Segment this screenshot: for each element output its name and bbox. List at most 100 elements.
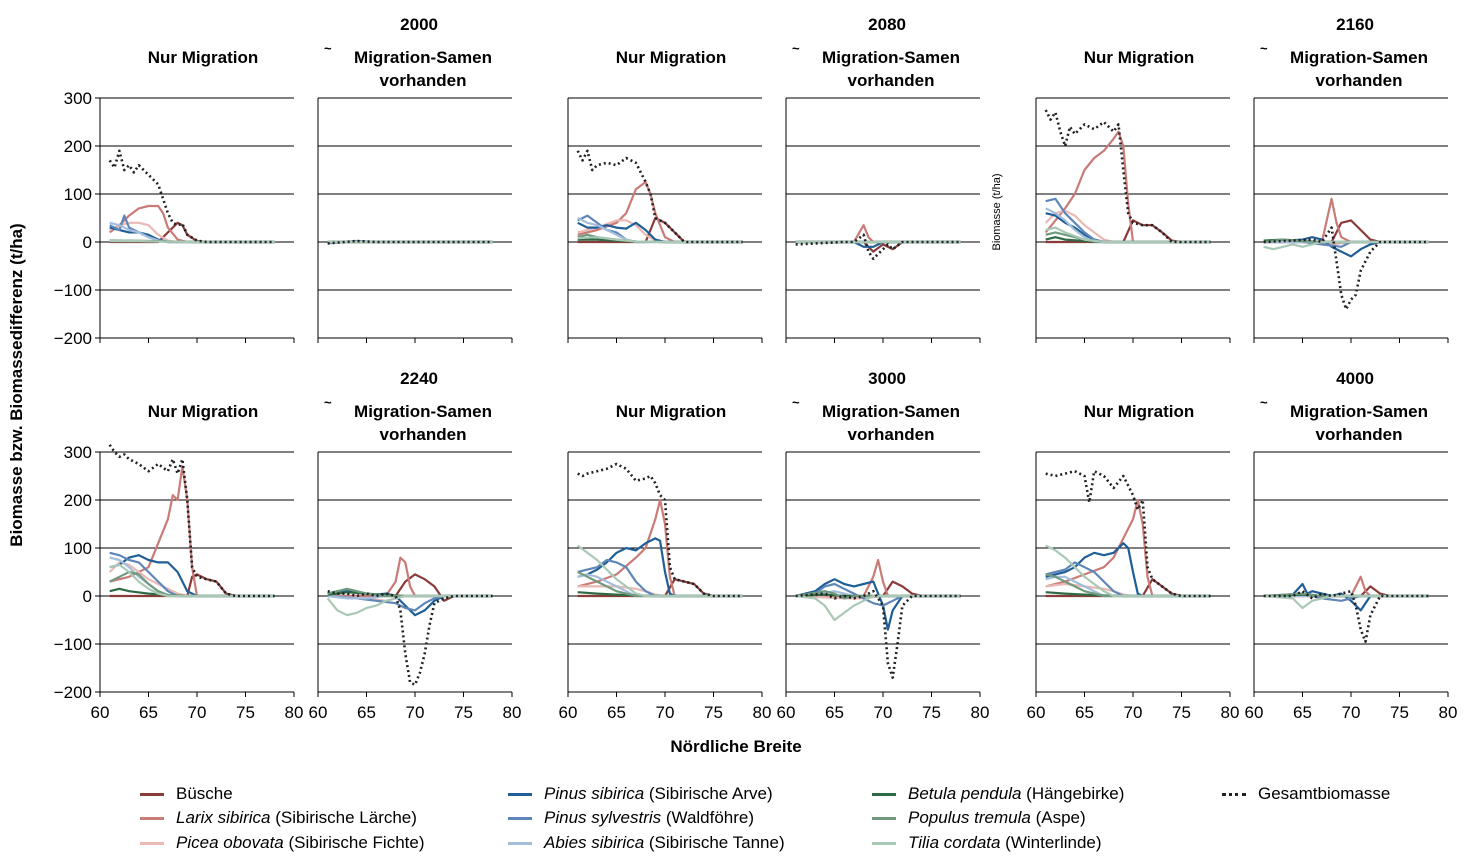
x-tick-label: 75: [1390, 703, 1409, 722]
year-group-2240: 2240 Nur Migration 60 65 70 75 80 300 200 100 0 −10…: [54, 369, 522, 722]
x-tick-label: 70: [656, 703, 675, 722]
x-tick-label: 65: [607, 703, 626, 722]
panel-title: Migration-Samen: [354, 48, 492, 67]
year-label: 2160: [1336, 15, 1374, 34]
y-tick-label: 200: [64, 491, 92, 510]
year-label: 2080: [868, 15, 906, 34]
series-line-tilia-cordata: [1045, 226, 1211, 244]
tilde-mark: ~: [1260, 41, 1268, 56]
panel-title: Migration-Samen: [822, 402, 960, 421]
x-tick-label: 80: [1439, 703, 1458, 722]
x-tick-label: 80: [503, 703, 522, 722]
series-line-larix-sibirica: [577, 498, 743, 598]
x-tick-label: 70: [406, 703, 425, 722]
series-line-pinus-sibirica: [795, 578, 961, 631]
series-line-pinus-sylvestris: [327, 594, 493, 612]
x-tick-label: 60: [777, 703, 796, 722]
x-tick-label: 65: [825, 703, 844, 722]
panel-migration-samen-vorhanden: ~ Migration-Samen vorhanden 60 65 70 75 80: [309, 395, 522, 722]
x-tick-label: 80: [971, 703, 990, 722]
y-tick-label: 300: [64, 89, 92, 108]
y-tick-label: −100: [54, 281, 92, 300]
panel-title: Migration-Samen: [1290, 402, 1428, 421]
panel-migration-samen-vorhanden: ~ Migration-Samen vorhanden: [317, 41, 513, 343]
series-line-pinus-sibirica: [1263, 236, 1429, 258]
panel-migration-samen-vorhanden: ~ Migration-Samen vorhanden: [785, 41, 981, 343]
x-tick-label: 70: [1342, 703, 1361, 722]
panel-title: Nur Migration: [1084, 402, 1195, 421]
year-group-2160: 2160 Nur Migration ~ Migration-Samen vorhand…: [1035, 15, 1449, 343]
x-tick-label: 75: [454, 703, 473, 722]
series-line-b-sche: [327, 573, 493, 602]
series-line-tilia-cordata: [577, 544, 743, 598]
year-label: 2240: [400, 369, 438, 388]
x-axis-label: Nördliche Breite: [670, 737, 801, 756]
year-group-2080: 2080 Nur Migration ~ Migration-Samen vorhand…: [567, 15, 981, 343]
series-line-larix-sibirica: [1263, 197, 1429, 244]
series-line-b-sche: [1045, 219, 1211, 244]
year-label: 3000: [868, 369, 906, 388]
panel-nur-migration: Nur Migration 60 65 70 75 80 300 200 100 0 −100 −20…: [54, 402, 304, 722]
panel-title: Nur Migration: [1084, 48, 1195, 67]
x-tick-label: 65: [139, 703, 158, 722]
series-line-larix-sibirica: [795, 224, 961, 244]
panel-title-line2: vorhanden: [380, 425, 467, 444]
stray-biomass-label: Biomasse (t/ha): [991, 173, 1003, 250]
y-tick-label: −200: [54, 683, 92, 702]
x-tick-label: 60: [1245, 703, 1264, 722]
panel-title: Nur Migration: [148, 402, 259, 421]
x-tick-label: 60: [309, 703, 328, 722]
series-line-pinus-sibirica: [109, 554, 275, 598]
y-tick-label: 100: [64, 185, 92, 204]
x-tick-label: 60: [1027, 703, 1046, 722]
series-line-pinus-sylvestris: [577, 558, 743, 598]
year-label: 4000: [1336, 369, 1374, 388]
series-line-larix-sibirica: [1263, 575, 1429, 598]
year-group-3000: 3000 Nur Migration 60 65 70 75 80 ~ Migration-Sa…: [559, 369, 990, 722]
x-tick-label: 65: [1293, 703, 1312, 722]
y-tick-label: 0: [83, 587, 92, 606]
panel-title-line2: vorhanden: [380, 71, 467, 90]
series-line-tilia-cordata: [109, 563, 275, 598]
y-tick-label: 300: [64, 443, 92, 462]
series-line-pinus-sibirica: [577, 221, 743, 244]
series-line-populus-tremula: [327, 587, 493, 598]
series-line-gesamtbiomasse: [1263, 589, 1429, 643]
series-line-tilia-cordata: [795, 594, 961, 622]
year-group-4000: 4000 Nur Migration 60 65 70 75 80 ~ Migration-Sa…: [1027, 369, 1458, 722]
series-line-gesamtbiomasse: [577, 462, 743, 598]
y-tick-label: −100: [54, 635, 92, 654]
panel-nur-migration: Nur Migration 60 65 70 75 80: [559, 402, 772, 722]
series-line-gesamtbiomasse: [795, 589, 961, 679]
series-line-tilia-cordata: [1045, 544, 1211, 598]
series-line-gesamtbiomasse: [108, 444, 275, 598]
x-tick-label: 65: [1075, 703, 1094, 722]
series-line-tilia-cordata: [577, 236, 743, 244]
series-line-pinus-sylvestris: [1045, 561, 1211, 598]
tilde-mark: ~: [792, 395, 800, 410]
series-line-larix-sibirica: [1045, 498, 1211, 598]
series-line-gesamtbiomasse: [327, 589, 493, 687]
x-tick-label: 80: [753, 703, 772, 722]
panel-nur-migration: Nur Migration: [567, 48, 763, 343]
panel-title: Nur Migration: [148, 48, 259, 67]
tilde-mark: ~: [1260, 395, 1268, 410]
x-tick-label: 75: [236, 703, 255, 722]
series-line-pinus-sibirica: [1045, 542, 1211, 598]
x-tick-label: 70: [874, 703, 893, 722]
x-tick-label: 75: [704, 703, 723, 722]
tilde-mark: ~: [324, 395, 332, 410]
series-line-tilia-cordata: [1263, 594, 1429, 610]
x-tick-label: 70: [188, 703, 207, 722]
series-line-pinus-sibirica: [577, 537, 743, 598]
panel-nur-migration: Nur Migration 60 65 70 75 80: [1027, 402, 1240, 722]
x-tick-label: 75: [1172, 703, 1191, 722]
panel-title: Migration-Samen: [354, 402, 492, 421]
series-line-tilia-cordata: [109, 239, 275, 244]
x-tick-label: 70: [1124, 703, 1143, 722]
x-tick-label: 75: [922, 703, 941, 722]
panel-title-line2: vorhanden: [1316, 425, 1403, 444]
y-tick-label: −200: [54, 329, 92, 348]
